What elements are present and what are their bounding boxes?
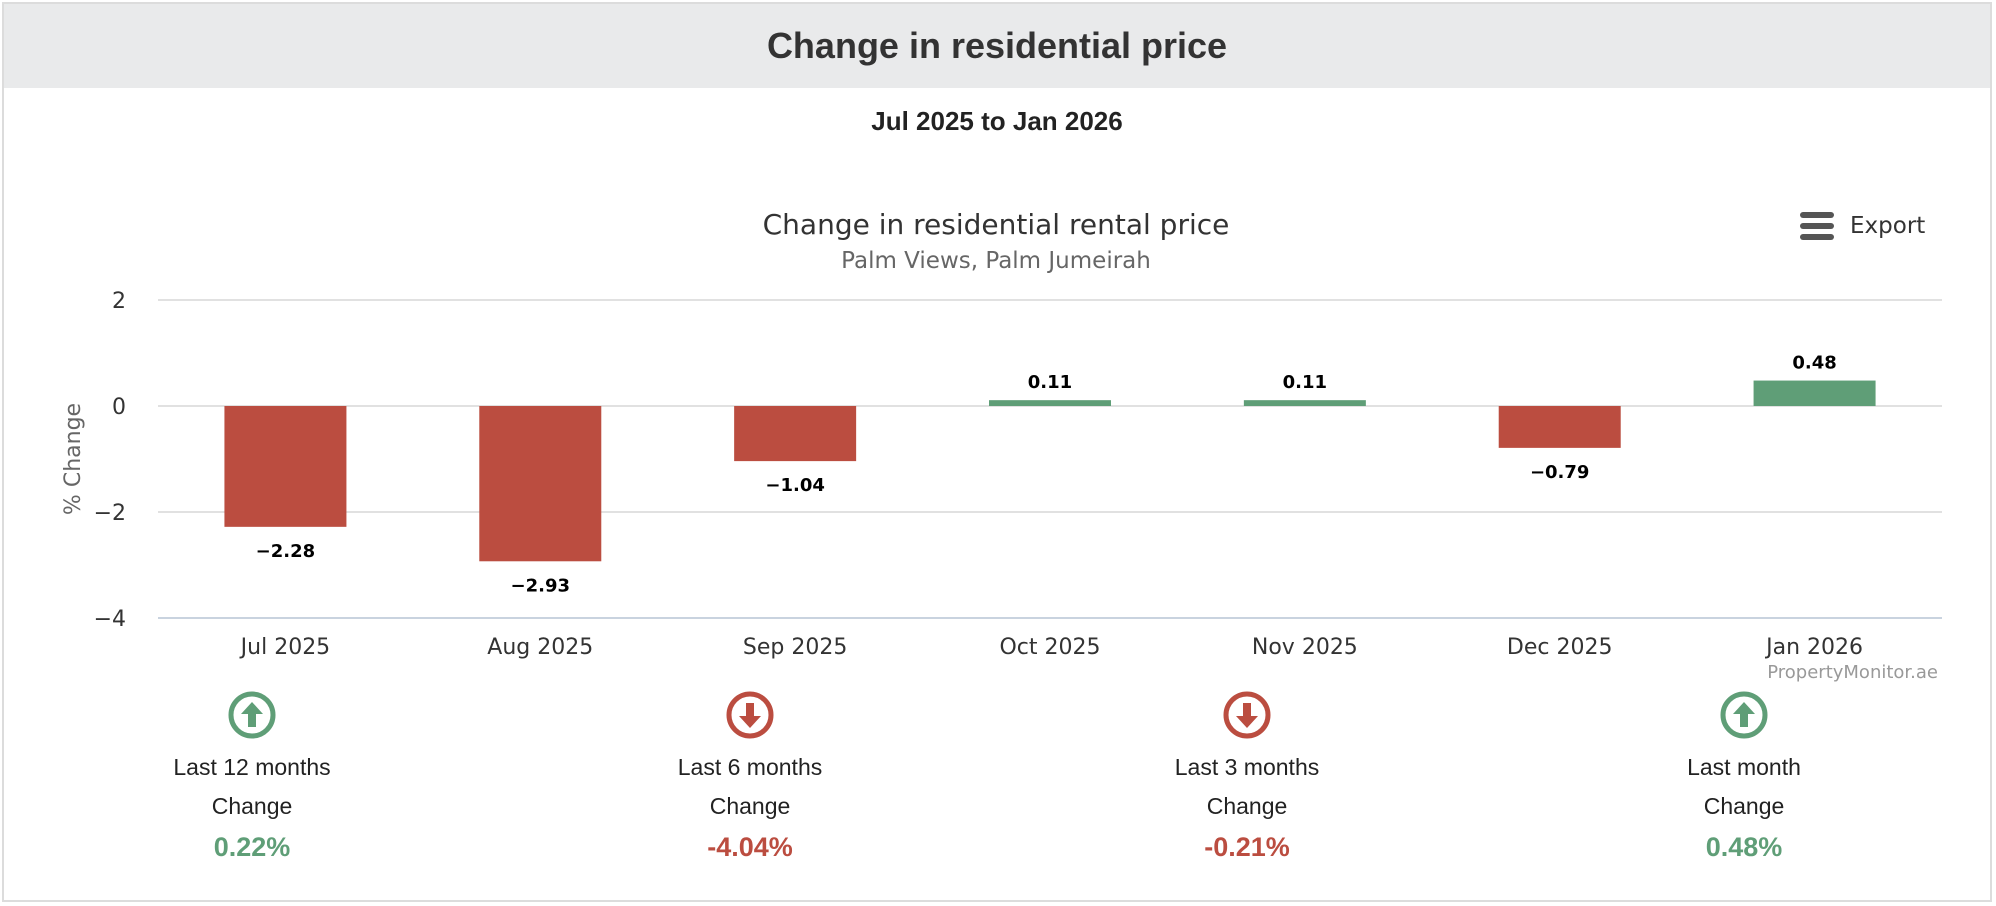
stat-block: Last month Change 0.48% xyxy=(1614,690,1874,863)
stat-value: -4.04% xyxy=(707,832,793,862)
y-tick-label: −4 xyxy=(94,607,126,632)
card-title: Change in residential price xyxy=(766,25,1228,66)
stat-block: Last 3 months Change -0.21% xyxy=(1117,690,1377,863)
bar-data-label: 0.48 xyxy=(1792,353,1836,374)
stat-period: Last 3 months xyxy=(1174,754,1320,780)
bar-data-label: −0.79 xyxy=(1530,462,1590,483)
bar[interactable] xyxy=(224,406,347,527)
stat-value: 0.22% xyxy=(213,832,291,862)
arrow-up-circle-icon xyxy=(1719,690,1769,740)
stat-change-label: Change xyxy=(709,793,791,819)
stat-change-label: Change xyxy=(1703,793,1785,819)
x-tick-label: Sep 2025 xyxy=(743,635,847,660)
stat-period: Last 12 months xyxy=(173,754,331,780)
stat-period: Last month xyxy=(1687,754,1801,780)
x-tick-label: Nov 2025 xyxy=(1252,635,1358,660)
bar-data-label: −2.28 xyxy=(256,541,316,562)
y-tick-label: 0 xyxy=(112,395,126,420)
stat-block: Last 12 months Change 0.22% xyxy=(122,690,382,863)
chart-credit[interactable]: PropertyMonitor.ae xyxy=(1767,662,1938,683)
stat-change-label: Change xyxy=(1206,793,1288,819)
bar-data-label: −1.04 xyxy=(765,475,825,496)
arrow-up-circle-icon xyxy=(227,690,277,740)
bar-data-label: 0.11 xyxy=(1028,372,1072,393)
x-tick-label: Dec 2025 xyxy=(1507,635,1613,660)
y-axis-title: % Change xyxy=(61,403,86,515)
bar-data-label: 0.11 xyxy=(1283,372,1327,393)
stat-value: -0.21% xyxy=(1204,832,1290,862)
x-tick-label: Jan 2026 xyxy=(1764,635,1863,660)
bar-data-label: −2.93 xyxy=(511,575,571,596)
bar[interactable] xyxy=(1753,380,1876,406)
hamburger-menu-icon xyxy=(1800,212,1834,240)
bar[interactable] xyxy=(734,406,857,462)
x-tick-label: Oct 2025 xyxy=(999,635,1100,660)
chart-title: Change in residential rental price xyxy=(763,208,1230,241)
card-header: Change in residential price xyxy=(4,4,1990,88)
y-tick-label: 2 xyxy=(112,289,126,314)
bar[interactable] xyxy=(1498,406,1621,448)
stat-block: Last 6 months Change -4.04% xyxy=(620,690,880,863)
x-tick-label: Jul 2025 xyxy=(239,635,331,660)
export-button[interactable]: Export xyxy=(1800,212,1925,240)
date-range: Jul 2025 to Jan 2026 xyxy=(871,106,1123,136)
arrow-down-circle-icon xyxy=(1222,690,1272,740)
chart-subtitle: Palm Views, Palm Jumeirah xyxy=(841,248,1151,274)
y-tick-label: −2 xyxy=(94,501,126,526)
stat-change-label: Change xyxy=(211,793,293,819)
bar[interactable] xyxy=(1243,400,1366,406)
arrow-down-circle-icon xyxy=(725,690,775,740)
x-tick-label: Aug 2025 xyxy=(487,635,593,660)
export-label: Export xyxy=(1850,213,1926,239)
stat-period: Last 6 months xyxy=(677,754,823,780)
stat-value: 0.48% xyxy=(1705,832,1783,862)
bar[interactable] xyxy=(989,400,1111,406)
bar[interactable] xyxy=(479,406,602,562)
